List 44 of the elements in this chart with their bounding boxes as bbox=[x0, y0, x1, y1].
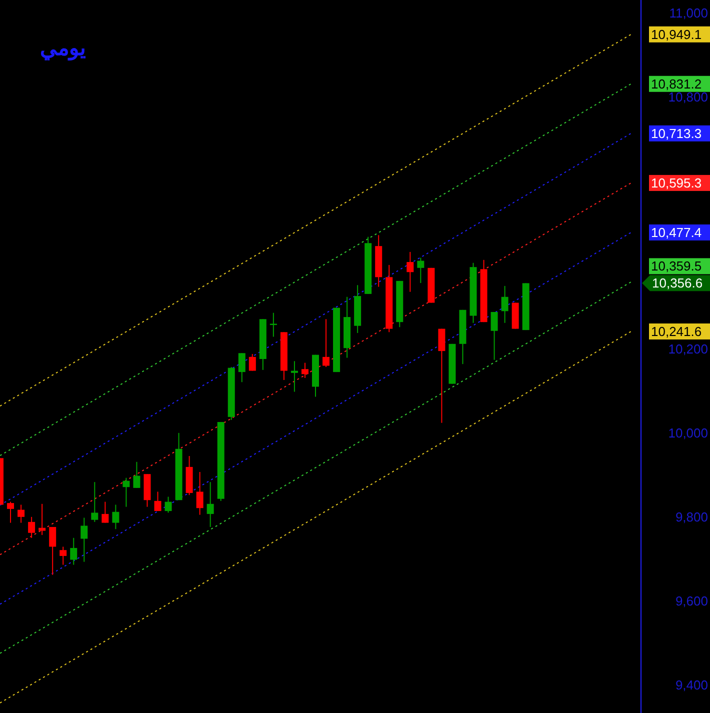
data-label: 10,949.1 bbox=[651, 26, 702, 42]
candlestick bbox=[133, 461, 140, 488]
y-tick-label: 9,400 bbox=[675, 677, 708, 692]
candlestick bbox=[238, 352, 246, 383]
y-tick-label: 9,800 bbox=[675, 509, 708, 524]
candlestick bbox=[417, 257, 424, 284]
y-tick-label: 10,000 bbox=[668, 425, 708, 440]
candlestick bbox=[70, 537, 78, 566]
candlestick bbox=[490, 311, 498, 360]
candlestick bbox=[322, 318, 330, 368]
candlestick bbox=[164, 496, 172, 514]
candlestick bbox=[112, 504, 120, 530]
candlestick bbox=[28, 516, 36, 538]
y-tick-label: 10,800 bbox=[668, 90, 708, 105]
data-label: 10,359.5 bbox=[651, 258, 702, 274]
candlestick bbox=[80, 517, 88, 562]
candlestick bbox=[38, 503, 46, 536]
candlestick bbox=[248, 353, 256, 372]
candlestick bbox=[91, 482, 98, 522]
data-label: 10,831.2 bbox=[651, 76, 702, 92]
candlestick bbox=[49, 526, 56, 576]
candlestick bbox=[406, 251, 414, 292]
data-label: 10,713.3 bbox=[651, 126, 702, 141]
text: يومي bbox=[40, 37, 86, 61]
candlestick bbox=[7, 501, 14, 524]
candlestick bbox=[196, 471, 204, 516]
candlestick bbox=[270, 312, 277, 338]
candlestick bbox=[438, 328, 446, 424]
text: 10,356.6 bbox=[652, 276, 703, 291]
candlestick bbox=[18, 504, 25, 524]
candlestick bbox=[206, 482, 214, 528]
candlestick bbox=[501, 285, 508, 324]
data-label: 10,477.4 bbox=[651, 225, 702, 240]
candlestick bbox=[290, 360, 298, 392]
data-label: 10,241.6 bbox=[651, 324, 702, 340]
y-tick-label: 11,000 bbox=[669, 6, 708, 21]
data-label: 10,595.3 bbox=[651, 176, 702, 191]
candlestick bbox=[154, 491, 162, 512]
candlestick bbox=[102, 501, 109, 524]
candlestick bbox=[60, 546, 67, 566]
y-tick-label: 10,200 bbox=[668, 341, 708, 356]
candlestick bbox=[122, 477, 130, 508]
candlestick bbox=[301, 362, 308, 378]
y-tick-label: 9,600 bbox=[675, 593, 708, 608]
